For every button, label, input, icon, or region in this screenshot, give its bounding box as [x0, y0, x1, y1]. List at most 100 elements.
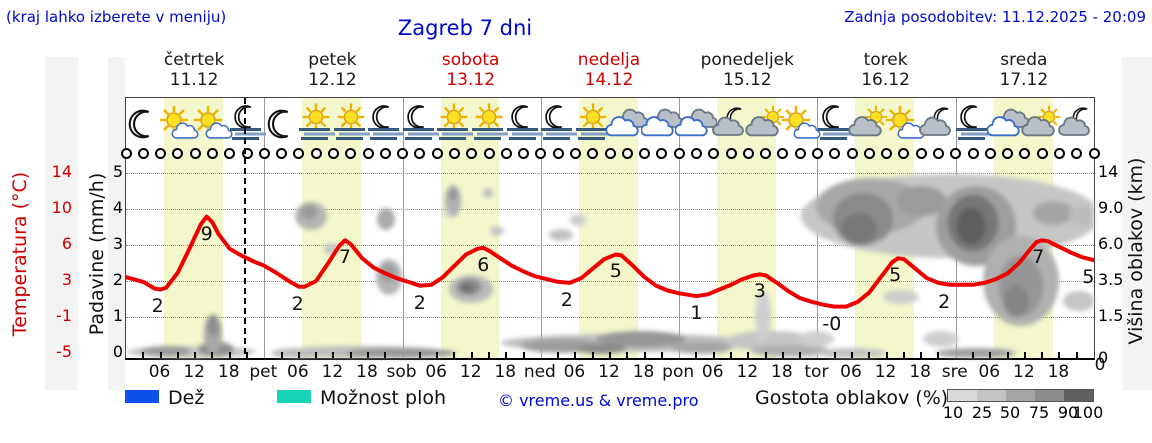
moon-fog-icon [503, 103, 545, 145]
x-axis-tick [989, 352, 992, 358]
temperature-value-label: 5 [609, 260, 622, 283]
x-axis-tick [1058, 352, 1061, 358]
x-axis-tick [660, 352, 663, 358]
moon-fog-icon [537, 103, 579, 145]
density-scale-tick-label: 100 [1072, 403, 1104, 422]
precip-marker-circle [984, 147, 996, 159]
sun-cloud-icon [883, 103, 925, 145]
sun-cloud-icon [779, 103, 821, 145]
x-hour-label: 12 [874, 362, 897, 382]
cloud-blob [755, 291, 771, 341]
x-axis-tick [712, 352, 715, 358]
x-day-abbr-label: pet [249, 362, 278, 382]
moon-cloud-icon [917, 103, 959, 145]
precip-marker-circle [967, 147, 979, 159]
copyright-link[interactable]: © vreme.us & vreme.pro [498, 391, 699, 410]
page-title: Zagreb 7 dni [397, 16, 533, 40]
day-name: petek [308, 50, 357, 70]
cloud-blob [1063, 291, 1094, 311]
cloud-blob [596, 331, 686, 347]
precip-marker-circle [1071, 147, 1083, 159]
x-hour-label: 12 [321, 362, 344, 382]
day-name: torek [863, 50, 908, 70]
day-name: sreda [1000, 50, 1048, 70]
cloud-height-zero-label: 0 [1094, 355, 1106, 375]
temperature-value-label: 9 [200, 222, 213, 245]
temperature-value-label: 2 [291, 292, 304, 315]
day-name: četrtek [163, 50, 225, 70]
x-hour-label: 18 [494, 362, 517, 382]
precip-marker-circle [258, 147, 270, 159]
cloud-blob [883, 290, 919, 304]
x-axis-tick [747, 352, 750, 358]
x-axis-tick [246, 352, 248, 358]
x-hour-label: 18 [356, 362, 378, 382]
cloud-blob [936, 348, 1016, 358]
precip-marker-circle [725, 147, 737, 159]
cloud-blob [751, 345, 831, 357]
cloud-blob [483, 188, 493, 198]
day-column-header: četrtek 11.12 [125, 50, 263, 90]
x-axis-tick [436, 352, 439, 358]
day-column-header: sreda 17.12 [955, 50, 1093, 90]
density-scale-segment [948, 390, 977, 401]
precip-marker-circle [656, 147, 668, 159]
sun-cloud-icon [157, 103, 199, 145]
precip-marker-circle [639, 147, 651, 159]
precip-marker-circle [345, 147, 357, 159]
precip-marker-circle [777, 147, 789, 159]
precip-marker-circle [535, 147, 547, 159]
chart-plot-area: 2 9 2 7 2 6 2 5 1 3 -0 5 2 7 5 [120, 97, 1100, 360]
precip-marker-circle [414, 147, 426, 159]
temperature-value-label: 6 [477, 253, 490, 276]
cloud-blob [207, 316, 219, 336]
temperature-tick-label: 10 [51, 198, 72, 217]
precip-marker-circle [604, 147, 616, 159]
x-axis-tick [781, 352, 784, 358]
rain-legend-label: Dež [168, 387, 205, 409]
x-axis-tick [418, 352, 421, 358]
x-axis-tick [902, 352, 905, 358]
x-hour-label: 06 [978, 362, 1001, 382]
precip-marker-circle [932, 147, 944, 159]
cloud-blob [576, 344, 626, 354]
x-axis-tick [764, 352, 767, 358]
day-date: 13.12 [446, 70, 496, 90]
cloud-blob [549, 229, 573, 241]
precipitation-tick-label: 3 [112, 234, 123, 253]
x-axis-tick [505, 352, 508, 358]
showers-legend-swatch [277, 390, 311, 403]
precip-marker-circle [310, 147, 322, 159]
temperature-value-label: 1 [690, 302, 703, 325]
day-column-header: nedelja 14.12 [540, 50, 678, 90]
current-time-line [244, 98, 247, 358]
x-axis-tick [384, 352, 387, 358]
density-scale-segment [1006, 390, 1035, 401]
precip-marker-circle [881, 147, 893, 159]
x-axis-tick [211, 352, 214, 358]
density-scale-tick-label: 75 [1028, 403, 1050, 422]
cloud-height-tick-label: 6.0 [1098, 234, 1124, 253]
x-axis-tick [176, 352, 179, 358]
temperature-value-label: 2 [151, 294, 164, 317]
precipitation-tick-label: 4 [112, 198, 123, 217]
x-axis-tick [1041, 352, 1044, 358]
cloud-blob [1069, 206, 1094, 226]
x-axis-tick [730, 352, 732, 358]
cloud-height-tick-label: 14 [1098, 162, 1119, 181]
density-scale-tick-label: 90 [1057, 403, 1079, 422]
x-axis-tick [228, 352, 231, 358]
x-hour-label: 06 [148, 362, 171, 382]
cloud-icon [640, 103, 683, 145]
x-axis-tick [297, 352, 300, 358]
density-scale-segment [977, 390, 1006, 401]
last-update-text: Zadnja posodobitev: 11.12.2025 - 20:09 [844, 8, 1146, 26]
temperature-value-label: 3 [753, 280, 766, 303]
moon-fog-icon [399, 103, 441, 145]
precip-marker-circle [569, 147, 581, 159]
precip-marker-circle [621, 147, 633, 159]
cloud-icon [606, 103, 649, 145]
horizontal-gridline [126, 209, 1094, 210]
daylight-band [440, 98, 500, 358]
precipitation-tick-label: 0 [112, 342, 123, 361]
